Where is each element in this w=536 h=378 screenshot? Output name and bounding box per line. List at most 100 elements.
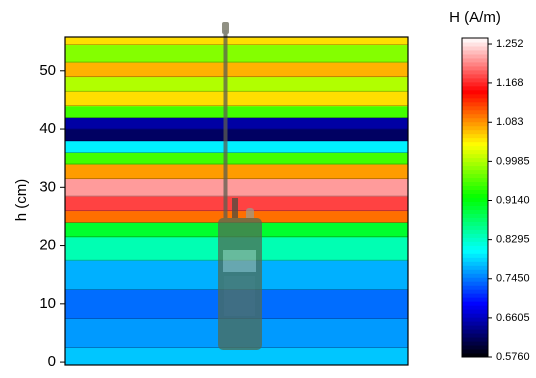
colorbar-segment <box>462 205 488 210</box>
colorbar-segment <box>462 241 488 246</box>
contour-band <box>65 140 408 153</box>
contour-band <box>65 117 408 130</box>
contour-band <box>65 347 408 366</box>
contour-band <box>65 37 408 46</box>
colorbar-tick-label: 0.9140 <box>496 194 530 206</box>
colorbar-segment <box>462 109 488 115</box>
colorbar-segment <box>462 81 488 87</box>
colorbar-segment <box>462 153 488 159</box>
colorbar-segment <box>462 245 488 250</box>
colorbar-segment <box>462 265 488 270</box>
colorbar-segment <box>462 61 488 67</box>
colorbar-tick-label: 1.083 <box>496 116 524 128</box>
colorbar-segment <box>462 141 488 147</box>
colorbar-segment <box>462 317 488 322</box>
colorbar-segment <box>462 309 488 314</box>
colorbar-tick-label: 1.252 <box>496 38 524 50</box>
contour-band <box>65 129 408 142</box>
y-tick-label: 40 <box>39 120 56 137</box>
colorbar-segment <box>462 349 488 354</box>
colorbar-segment <box>462 85 488 91</box>
colorbar-segment <box>462 53 488 59</box>
colorbar-segment <box>462 305 488 310</box>
colorbar-segment <box>462 173 488 179</box>
colorbar-segment <box>462 69 488 75</box>
colorbar-segment <box>462 269 488 274</box>
colorbar-segment <box>462 41 488 47</box>
colorbar-segment <box>462 117 488 123</box>
colorbar-segment <box>462 125 488 131</box>
colorbar-segment <box>462 105 488 111</box>
colorbar-segment <box>462 261 488 266</box>
radio-image <box>218 22 262 350</box>
colorbar-tick-label: 0.7450 <box>496 273 530 285</box>
colorbar-segment <box>462 333 488 338</box>
colorbar-segment <box>462 185 488 191</box>
colorbar-segment <box>462 233 488 238</box>
contour-band <box>65 164 408 180</box>
colorbar-tick-label: 1.168 <box>496 77 524 89</box>
colorbar-title: H (A/m) <box>449 9 501 26</box>
colorbar-segment <box>462 65 488 71</box>
contour-band <box>65 178 408 197</box>
colorbar-segment <box>462 225 488 230</box>
colorbar-segment <box>462 45 488 51</box>
contour-band <box>65 62 408 78</box>
colorbar-segment <box>462 129 488 135</box>
colorbar-segment <box>462 341 488 346</box>
colorbar-segment <box>462 101 488 107</box>
colorbar-segment <box>462 209 488 214</box>
colorbar-segment <box>462 77 488 83</box>
colorbar-segment <box>462 73 488 79</box>
radio-keypad <box>224 276 255 316</box>
colorbar-tick-label: 0.9985 <box>496 155 530 167</box>
colorbar-segment <box>462 137 488 143</box>
colorbar-segment <box>462 121 488 127</box>
colorbar-segment <box>462 169 488 175</box>
colorbar-segment <box>462 293 488 298</box>
colorbar-segment <box>462 145 488 151</box>
colorbar-segment <box>462 149 488 155</box>
colorbar-segment <box>462 253 488 258</box>
contour-band <box>65 76 408 92</box>
colorbar-segment <box>462 313 488 318</box>
colorbar-segment <box>462 57 488 63</box>
colorbar-tick-label: 0.6605 <box>496 312 530 324</box>
colorbar-segment <box>462 217 488 222</box>
colorbar-segment <box>462 285 488 290</box>
colorbar-segment <box>462 49 488 55</box>
y-tick-label: 10 <box>39 295 56 312</box>
colorbar-segment <box>462 249 488 254</box>
colorbar-tick-label: 0.5760 <box>496 351 530 363</box>
colorbar-segment <box>462 89 488 95</box>
y-tick-label: 50 <box>39 62 56 79</box>
colorbar-segment <box>462 189 488 195</box>
contour-band <box>65 91 408 107</box>
colorbar-segment <box>462 353 488 358</box>
colorbar-segment <box>462 193 488 198</box>
colorbar-segment <box>462 93 488 99</box>
colorbar-frame <box>461 37 489 358</box>
colorbar-segment <box>462 197 488 202</box>
colorbar-segment <box>462 133 488 139</box>
colorbar-segment <box>462 277 488 282</box>
colorbar-segment <box>462 213 488 218</box>
colorbar-segment <box>462 177 488 183</box>
colorbar-segment <box>462 38 488 43</box>
colorbar-segment <box>462 97 488 103</box>
colorbar-tick-label: 0.8295 <box>496 234 530 246</box>
colorbar-segment <box>462 201 488 206</box>
colorbar-segment <box>462 321 488 326</box>
colorbar <box>462 38 488 358</box>
colorbar-segment <box>462 257 488 262</box>
colorbar-segment <box>462 301 488 306</box>
colorbar-segment <box>462 329 488 334</box>
colorbar-segment <box>462 165 488 171</box>
colorbar-segment <box>462 229 488 234</box>
colorbar-segment <box>462 237 488 242</box>
colorbar-segment <box>462 221 488 226</box>
colorbar-segment <box>462 289 488 294</box>
knob <box>232 198 238 220</box>
y-tick-label: 30 <box>39 178 56 195</box>
